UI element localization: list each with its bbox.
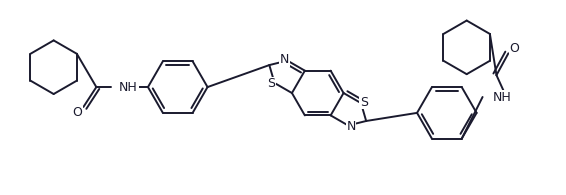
Text: S: S [360, 96, 368, 109]
Text: NH: NH [119, 81, 138, 94]
Text: O: O [72, 106, 83, 119]
Text: NH: NH [492, 90, 511, 104]
Text: N: N [280, 53, 289, 66]
Text: O: O [509, 42, 519, 55]
Text: S: S [268, 77, 276, 90]
Text: N: N [346, 120, 356, 133]
